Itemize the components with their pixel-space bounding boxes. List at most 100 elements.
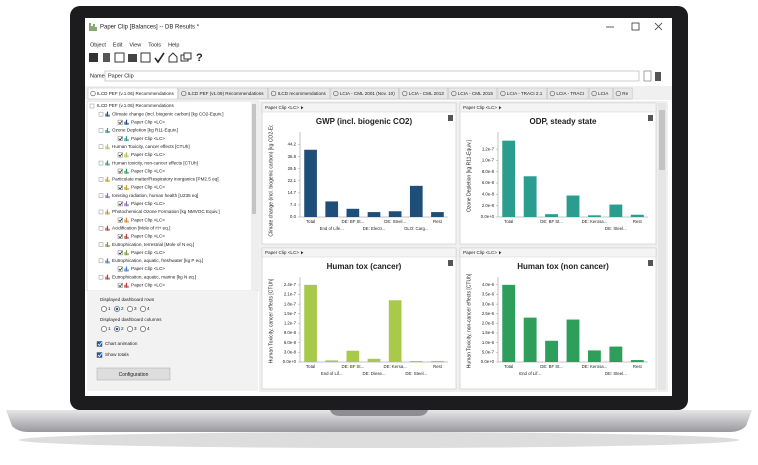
check-mark <box>118 185 123 190</box>
checkbox[interactable] <box>117 136 123 141</box>
dropdown-arrow[interactable] <box>498 251 502 255</box>
expander[interactable] <box>98 160 104 166</box>
tab[interactable]: LCIA - TRACI <box>547 87 589 100</box>
tab[interactable]: ILCD recommendations <box>268 87 331 100</box>
bar <box>545 214 558 217</box>
panel-selector[interactable]: Paper Clip <LC> <box>265 105 299 110</box>
radio-button[interactable] <box>140 326 146 332</box>
checkbox[interactable] <box>117 152 123 158</box>
delete-icon[interactable] <box>655 72 661 81</box>
panel-selector[interactable]: Paper Clip <LC> <box>265 250 299 255</box>
menu-item[interactable]: Edit <box>113 42 123 48</box>
expander[interactable] <box>98 242 104 247</box>
chart-title: ODP, steady state <box>530 117 598 126</box>
check-box-icon[interactable] <box>140 52 151 63</box>
dropdown-arrow[interactable] <box>300 251 304 255</box>
checkbox[interactable] <box>117 119 123 125</box>
expander[interactable] <box>98 111 104 117</box>
check-icon[interactable] <box>154 52 165 64</box>
delete-icon[interactable] <box>648 115 653 121</box>
tab[interactable]: ILCD PEF (v.1.06) Recommendations <box>87 87 179 100</box>
menu-item[interactable]: Object <box>90 42 106 48</box>
scroll-thumb[interactable] <box>252 104 256 214</box>
tree-item: Paper Clip <LC> <box>131 168 165 173</box>
checkbox[interactable] <box>117 185 123 190</box>
check-mark <box>118 136 123 141</box>
tree-item: Paper Clip <LC> <box>131 217 165 222</box>
checkbox[interactable] <box>117 282 123 288</box>
radio-label: 4 <box>147 306 150 311</box>
bar <box>630 214 644 217</box>
help-icon[interactable]: ? <box>196 52 203 64</box>
x-tick-label: Total <box>504 219 513 224</box>
panel-selector[interactable]: Paper Clip <LC> <box>463 105 497 110</box>
button[interactable] <box>96 367 171 381</box>
tab[interactable]: LCIA - CML 2001 (Nov. 10) <box>330 87 400 100</box>
category-icon <box>105 160 110 166</box>
tab[interactable]: LCIA - TRACI 2.1 <box>497 87 547 100</box>
tab[interactable]: ILCD PEF (v1.09) Recommendations <box>178 87 268 100</box>
button-label: Configuration <box>119 372 149 378</box>
checkbox[interactable] <box>117 250 123 256</box>
tab-icon <box>270 90 277 97</box>
expander[interactable] <box>98 144 104 149</box>
tab[interactable]: LCIA - CML 2015 <box>448 87 498 100</box>
tab-icon <box>181 90 187 97</box>
chart-icon[interactable] <box>128 54 137 62</box>
menu-item[interactable]: Help <box>168 42 179 48</box>
expander[interactable] <box>98 258 104 264</box>
name-input[interactable] <box>104 70 640 82</box>
charts: Paper Clip <LC> GWP (incl. biogenic CO2) C… <box>261 102 657 390</box>
scroll-thumb[interactable] <box>659 110 665 170</box>
checkbox[interactable] <box>117 266 123 272</box>
delete-icon[interactable] <box>448 260 453 266</box>
bar <box>609 346 623 362</box>
dropdown-arrow[interactable] <box>300 106 304 110</box>
expander[interactable] <box>89 103 95 109</box>
y-tick-label: 4.0e-6 <box>482 282 495 287</box>
checkbox[interactable] <box>117 168 123 174</box>
expander[interactable] <box>98 128 104 133</box>
save-icon[interactable] <box>89 53 98 62</box>
tab[interactable]: LCIA <box>588 87 613 100</box>
delete-icon[interactable] <box>103 53 110 62</box>
expander[interactable] <box>98 193 104 198</box>
radio-button[interactable] <box>127 326 133 332</box>
dropdown-arrow[interactable] <box>498 106 502 110</box>
process-icon <box>124 201 129 207</box>
checkbox[interactable] <box>117 217 123 223</box>
dashboard-scrollbar[interactable] <box>658 103 666 390</box>
tree-item: Paper Clip <LC> <box>131 250 165 255</box>
radio-button[interactable] <box>127 306 133 312</box>
tab-background <box>268 87 331 100</box>
doc-icon[interactable] <box>643 70 652 82</box>
delete-icon[interactable] <box>648 260 653 266</box>
table-icon[interactable] <box>114 52 125 63</box>
process-icon <box>124 266 129 272</box>
checkbox[interactable] <box>117 201 123 207</box>
expander[interactable] <box>98 209 104 215</box>
checkbox[interactable] <box>96 341 103 347</box>
expander[interactable] <box>98 177 104 182</box>
tab-background <box>448 87 498 100</box>
checkbox[interactable] <box>96 352 103 358</box>
checkbox[interactable] <box>117 233 123 239</box>
expander[interactable] <box>98 226 104 231</box>
window-icon[interactable] <box>183 52 192 60</box>
expander[interactable] <box>98 274 104 280</box>
home-icon[interactable] <box>168 52 178 63</box>
tab[interactable]: LCIA - CML 2013 <box>399 87 449 100</box>
radio-button[interactable] <box>101 326 107 332</box>
radio-label: 1 <box>108 326 111 331</box>
panel-selector[interactable]: Paper Clip <LC> <box>463 250 497 255</box>
radio-button[interactable] <box>101 306 107 312</box>
radio-button[interactable] <box>140 306 146 312</box>
tree-root: ILCD PEF (v.1.06) Recommendations <box>97 103 174 108</box>
delete-icon[interactable] <box>448 115 453 121</box>
close[interactable] <box>654 22 663 31</box>
maximize[interactable] <box>631 22 640 31</box>
tab[interactable]: Re <box>613 87 633 100</box>
check-mark <box>118 267 123 271</box>
menu-item[interactable]: Tools <box>148 42 161 48</box>
menu-item[interactable]: View <box>129 42 141 48</box>
